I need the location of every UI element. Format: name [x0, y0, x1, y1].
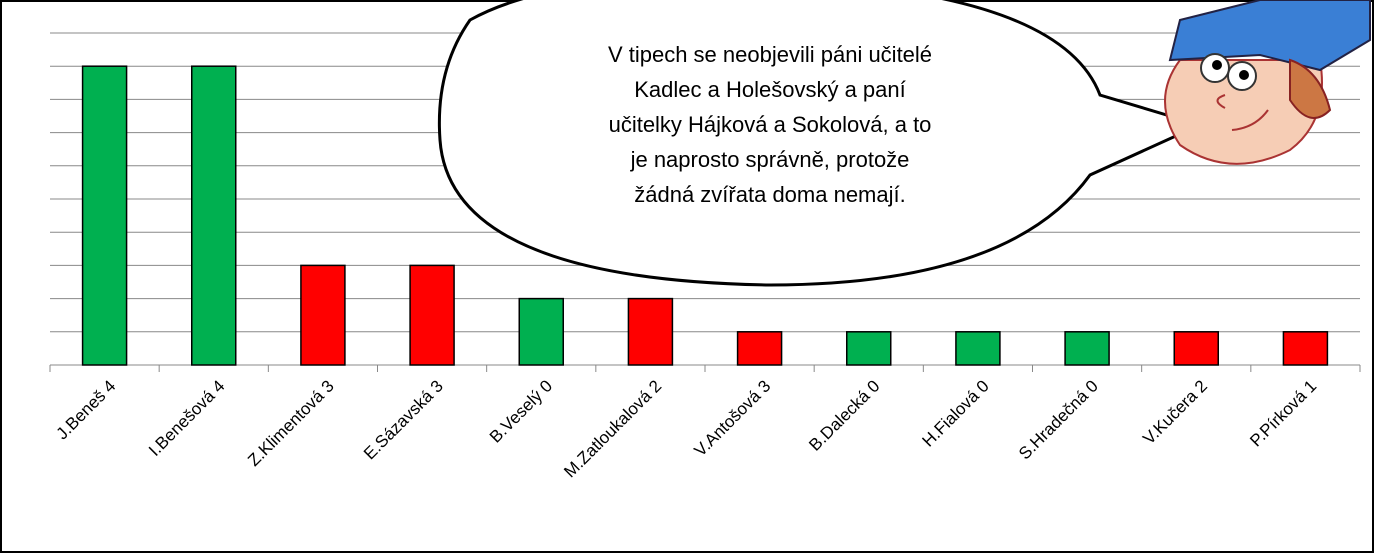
pupil — [1239, 70, 1249, 80]
cartoon-face — [1164, 0, 1371, 165]
bar — [736, 331, 783, 366]
nose — [1216, 94, 1226, 109]
bubble-shape — [437, 0, 1205, 287]
annotation-line: žádná zvířata doma nemají. — [634, 182, 905, 207]
bar — [627, 297, 674, 366]
annotation-line: V tipech se neobjevili páni učitelé — [608, 42, 932, 67]
bar — [955, 331, 1001, 366]
bar — [1173, 331, 1219, 366]
annotation-line: je naprosto správně, protože — [630, 147, 910, 172]
bar — [846, 331, 892, 366]
bar — [1282, 331, 1329, 366]
bubble-text: V tipech se neobjevili páni učitelé Kadle… — [608, 42, 932, 207]
annotation-line: učitelky Hájková a Sokolová, a to — [609, 112, 932, 137]
pupil — [1212, 60, 1222, 70]
annotation-line: Kadlec a Holešovský a paní — [634, 77, 906, 102]
speech-bubble — [437, 0, 1205, 287]
mouth — [1231, 109, 1269, 131]
bar — [518, 297, 564, 366]
bar — [409, 264, 455, 366]
hair — [1289, 58, 1332, 119]
bar — [81, 65, 128, 366]
cap — [1168, 0, 1371, 72]
bar — [191, 65, 237, 366]
bar — [1064, 331, 1110, 366]
bar — [300, 264, 346, 366]
